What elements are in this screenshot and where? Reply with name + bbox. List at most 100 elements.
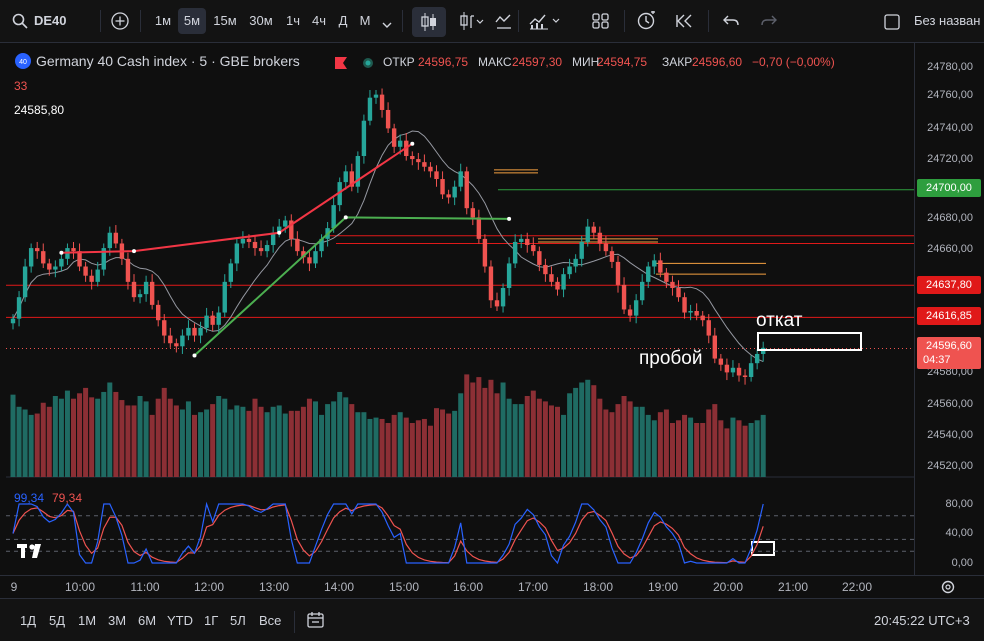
range-3m[interactable]: 3М	[108, 613, 127, 628]
interval-day[interactable]: Д	[338, 13, 348, 28]
redo-icon[interactable]	[760, 14, 778, 33]
candle	[640, 281, 645, 301]
candle	[107, 232, 112, 249]
volume-bar	[494, 393, 500, 477]
breakout-label: пробой	[639, 348, 703, 369]
candle	[277, 226, 282, 233]
volume-bar	[500, 382, 506, 477]
candle	[512, 241, 518, 264]
clock-timezone[interactable]: 20:45:22 UTC+3	[874, 613, 970, 628]
volume-bar	[645, 414, 651, 477]
price-tick: 24680,00	[927, 212, 973, 224]
volume-bar	[488, 379, 494, 477]
volume-bar	[724, 428, 730, 477]
level-badge-24637[interactable]: 24637,80	[917, 276, 981, 294]
volume-bar	[246, 410, 252, 477]
interval-1h[interactable]: 1ч	[285, 13, 300, 28]
interval-30m[interactable]: 30м	[249, 13, 273, 28]
search-icon[interactable]	[12, 13, 28, 34]
time-axis[interactable]: 9 10:00 11:00 12:00 13:00 14:00 15:00 16…	[0, 575, 984, 598]
volume-bar	[198, 412, 204, 477]
candle	[41, 251, 46, 264]
range-ytd[interactable]: YTD	[167, 613, 193, 628]
volume-bar	[391, 414, 397, 477]
candle	[113, 232, 119, 244]
interval-4h[interactable]: 4ч	[311, 13, 326, 28]
price-tick: 24760,00	[927, 89, 973, 101]
stoch-k-value: 99,34	[14, 491, 45, 505]
volume-bar	[137, 396, 143, 477]
calendar-range-icon[interactable]	[306, 610, 326, 635]
chart-style-icon[interactable]	[458, 11, 484, 36]
interval-1m[interactable]: 1м	[154, 13, 172, 28]
alert-clock-icon[interactable]	[636, 10, 656, 36]
time-tick: 12:00	[193, 580, 225, 594]
range-1d[interactable]: 1Д	[20, 613, 37, 628]
volume-bar	[270, 406, 276, 477]
candle	[89, 275, 94, 282]
chevron-down-icon[interactable]	[382, 16, 392, 34]
interval-month[interactable]: М	[359, 13, 371, 28]
range-1m[interactable]: 1М	[78, 613, 97, 628]
candle	[615, 261, 621, 285]
indicators-icon[interactable]	[494, 13, 512, 34]
candle	[446, 194, 451, 198]
volume-bar	[397, 412, 403, 477]
level-badge-24616[interactable]: 24616,85	[917, 307, 981, 325]
volume-bar	[71, 398, 76, 477]
layout-checkbox-icon[interactable]	[884, 14, 900, 35]
range-all[interactable]: Все	[259, 613, 282, 628]
candle	[162, 320, 167, 336]
candle	[186, 327, 191, 336]
volume-bar	[349, 404, 355, 477]
volume-bar	[440, 409, 446, 477]
volume-bar	[434, 408, 439, 477]
volume-bar	[585, 379, 591, 477]
candle	[506, 263, 512, 288]
interval-15m[interactable]: 15м	[213, 13, 237, 28]
price-axis[interactable]: 24780,00 24760,00 24740,00 24720,00 2468…	[914, 43, 984, 575]
candle	[240, 238, 246, 244]
candle	[416, 159, 421, 163]
volume-bar	[16, 406, 22, 477]
candle	[488, 266, 494, 301]
replay-icon[interactable]	[676, 14, 694, 33]
flag-icon[interactable]	[335, 56, 347, 74]
settings-gear-icon[interactable]	[940, 579, 956, 600]
candle	[579, 241, 584, 259]
range-1y[interactable]: 1Г	[204, 613, 219, 628]
candle	[53, 266, 58, 270]
volume-bar	[730, 417, 736, 477]
volume-bar	[754, 420, 760, 477]
candle	[307, 257, 312, 264]
candlestick-type-icon[interactable]	[412, 7, 446, 37]
layout-name[interactable]: Без назван	[914, 13, 981, 28]
interval-5m[interactable]: 5м	[178, 8, 206, 34]
compare-add-icon[interactable]	[111, 12, 129, 35]
indicators-fx-icon[interactable]	[528, 11, 562, 36]
layout-grid-icon[interactable]	[592, 13, 610, 34]
chart-pane[interactable]	[6, 43, 914, 575]
range-5y[interactable]: 5Л	[230, 613, 246, 628]
candle	[621, 284, 627, 310]
candle	[712, 335, 717, 359]
candle	[682, 297, 687, 313]
range-5d[interactable]: 5Д	[49, 613, 66, 628]
volume-bar	[300, 406, 306, 477]
volume-bar	[657, 412, 663, 477]
current-price-badge[interactable]: 24596,60 04:37	[917, 337, 981, 369]
candle	[434, 171, 439, 180]
candle	[452, 186, 457, 198]
stoch-signal-box	[751, 541, 775, 556]
symbol-name[interactable]: DE40	[34, 13, 67, 28]
symbol-title[interactable]: Germany 40 Cash index · 5 · GBE brokers	[36, 53, 300, 69]
candle	[464, 171, 469, 209]
range-6m[interactable]: 6М	[138, 613, 157, 628]
level-badge-24700[interactable]: 24700,00	[917, 179, 981, 197]
volume-bar	[379, 418, 385, 477]
volume-bar	[561, 414, 567, 477]
undo-icon[interactable]	[722, 14, 740, 33]
stoch-d-line	[12, 503, 764, 564]
price-chart[interactable]	[6, 43, 914, 575]
volume-bar	[234, 405, 240, 477]
